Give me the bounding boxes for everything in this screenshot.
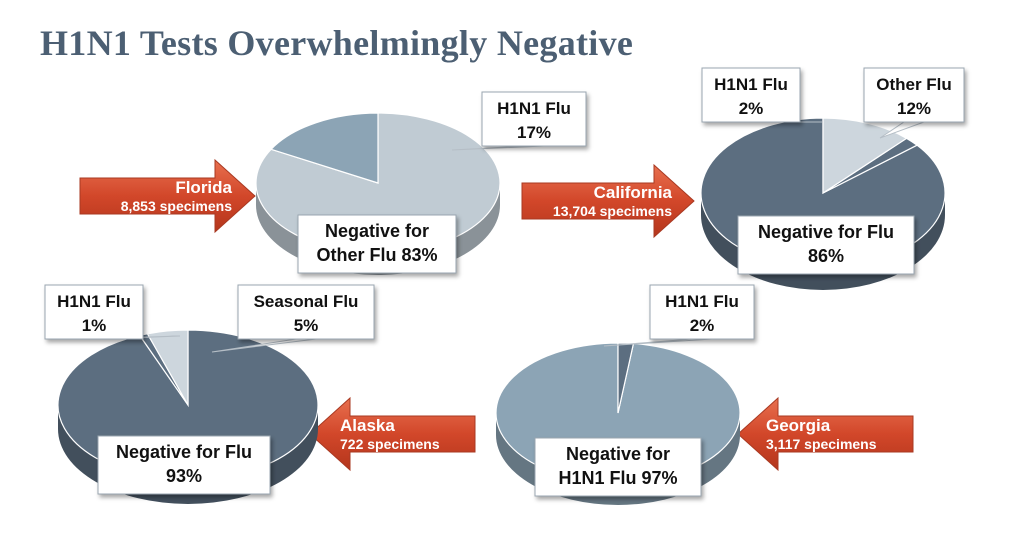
slice-label-text: Negative for Flu: [758, 222, 894, 242]
slice-label-box: [649, 284, 755, 340]
slice-label-box: [237, 284, 375, 340]
label-box-bg: [863, 67, 965, 123]
label-box-bg: [481, 91, 587, 147]
label-box-bg: [237, 284, 375, 340]
state-arrow: [521, 163, 695, 239]
slice-label-box: [481, 91, 587, 147]
slice-label-text: H1N1 Flu: [665, 292, 739, 311]
state-arrow: [79, 158, 256, 234]
slice-label-box: [701, 67, 801, 123]
label-box-bg: [737, 215, 915, 275]
label-box-bg: [97, 435, 271, 495]
specimen-count: 3,117 specimens: [766, 436, 877, 452]
state-name: California: [594, 183, 673, 202]
state-arrow: [737, 396, 914, 472]
state-name: Florida: [175, 178, 232, 197]
slice-label-text: Negative for: [566, 444, 670, 464]
slice-label-text: 2%: [690, 316, 715, 335]
specimen-count: 722 specimens: [340, 436, 440, 452]
state-name: Georgia: [766, 416, 831, 435]
page-title: H1N1 Tests Overwhelmingly Negative: [40, 23, 634, 63]
state-arrow: [309, 396, 476, 472]
slice-label-text: Other Flu 83%: [316, 245, 437, 265]
pie-slice: [146, 329, 189, 408]
slice-label-text: H1N1 Flu 97%: [558, 468, 677, 488]
slice-label-text: 5%: [294, 316, 319, 335]
slice-label-box: [97, 435, 271, 495]
slice-label-text: Seasonal Flu: [254, 292, 359, 311]
slice-label-text: 17%: [517, 123, 551, 142]
slice-label-box: [863, 67, 965, 123]
slice-label-box: [534, 437, 702, 497]
slice-label-text: Other Flu: [876, 75, 952, 94]
slice-label-text: 12%: [897, 99, 931, 118]
pie-slice: [269, 112, 379, 184]
slice-label-text: Negative for: [325, 221, 429, 241]
slice-label-text: Negative for Flu: [116, 442, 252, 462]
label-box-bg: [701, 67, 801, 123]
slice-label-text: H1N1 Flu: [714, 75, 788, 94]
specimen-count: 8,853 specimens: [121, 198, 233, 214]
slice-label-text: 2%: [739, 99, 764, 118]
label-box-bg: [649, 284, 755, 340]
label-box-bg: [44, 284, 144, 340]
slice-label-text: 93%: [166, 466, 202, 486]
slice-label-box: [737, 215, 915, 275]
slice-label-text: H1N1 Flu: [497, 99, 571, 118]
label-box-bg: [297, 214, 457, 274]
specimen-count: 13,704 specimens: [553, 203, 672, 219]
slice-label-box: [44, 284, 144, 340]
slice-label-box: [297, 214, 457, 274]
slice-label-text: H1N1 Flu: [57, 292, 131, 311]
pie-slice: [822, 117, 908, 195]
slice-label-text: 86%: [808, 246, 844, 266]
state-name: Alaska: [340, 416, 395, 435]
label-box-bg: [534, 437, 702, 497]
slice-label-text: 1%: [82, 316, 107, 335]
